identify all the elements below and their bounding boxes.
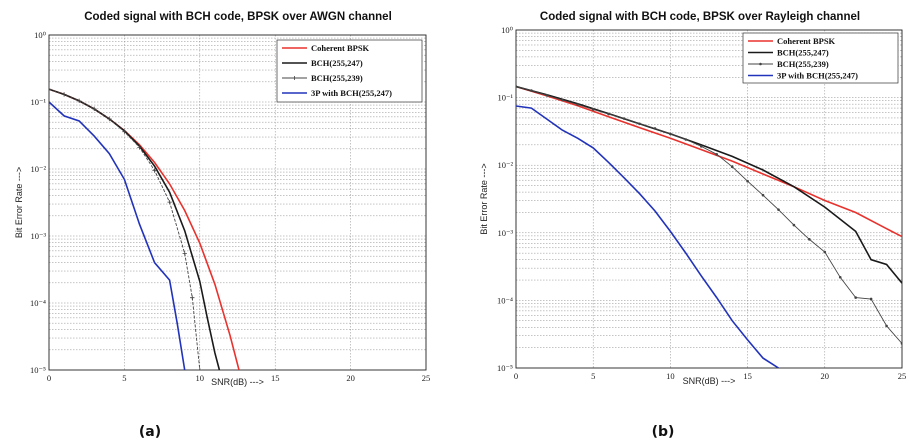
series-marker <box>545 94 549 97</box>
series-marker <box>900 342 902 345</box>
series-group <box>49 87 240 370</box>
series-marker <box>607 112 610 116</box>
series-marker <box>777 208 780 211</box>
y-tick-label: 10⁻⁵ <box>30 365 46 375</box>
series-marker <box>761 193 765 197</box>
series-marker <box>152 168 157 173</box>
figure-caption: (b) <box>652 424 675 440</box>
series-marker <box>854 296 857 299</box>
series-marker <box>197 367 202 370</box>
y-tick-label: 10⁰ <box>501 25 514 35</box>
x-tick-label: 20 <box>346 373 355 383</box>
series-marker <box>699 145 703 148</box>
series-group <box>516 85 902 368</box>
legend-entry: 3P with BCH(255,247) <box>777 71 858 81</box>
series-marker <box>76 98 82 104</box>
series-marker <box>92 106 97 112</box>
series-line <box>49 88 201 370</box>
y-tick-label: 10⁻³ <box>497 228 513 238</box>
series-marker <box>684 138 688 141</box>
x-tick-label: 20 <box>821 371 830 381</box>
legend-entry: Coherent BPSK <box>311 43 370 53</box>
x-tick-label: 25 <box>422 373 431 383</box>
series-line <box>49 101 186 370</box>
series-marker <box>622 117 626 120</box>
series-marker <box>516 85 518 88</box>
y-tick-label: 10⁻⁵ <box>497 363 513 373</box>
series-marker <box>49 87 52 92</box>
series-line <box>49 88 221 370</box>
x-tick-label: 10 <box>666 371 675 381</box>
series-marker <box>653 127 657 130</box>
x-tick-label: 5 <box>122 373 126 383</box>
y-tick-label: 10⁻⁴ <box>30 298 46 308</box>
legend-entry: Coherent BPSK <box>777 36 836 46</box>
x-tick-label: 0 <box>47 373 51 383</box>
series-marker <box>561 98 564 102</box>
legend: Coherent BPSK BCH(255,247) BCH(255,239) 3P … <box>276 39 423 103</box>
series-line <box>516 105 779 368</box>
y-tick-label: 10⁻³ <box>30 231 46 241</box>
legend-entry: BCH(255,247) <box>777 48 829 58</box>
y-tick-label: 10⁻² <box>30 164 46 174</box>
series-marker <box>122 129 127 134</box>
chart-panel-1: Coded signal with BCH code, BPSK over Ra… <box>479 11 906 440</box>
legend: Coherent BPSK BCH(255,247)BCH(255,239) 3P … <box>742 32 899 84</box>
legend-box <box>276 39 423 103</box>
series-marker <box>869 297 873 301</box>
y-tick-label: 10⁰ <box>34 30 47 40</box>
figure-caption: (a) <box>139 424 161 440</box>
y-tick-label: 10⁻² <box>497 160 513 170</box>
series-marker <box>107 116 112 122</box>
x-tick-label: 10 <box>196 373 205 383</box>
y-tick-label: 10⁻¹ <box>497 93 513 103</box>
series-marker <box>823 250 827 254</box>
x-tick-label: 15 <box>271 373 280 383</box>
x-axis-label: SNR(dB) ---> <box>211 377 264 387</box>
legend-entry: BCH(255,239) <box>311 73 363 83</box>
y-tick-label: 10⁻⁴ <box>497 295 513 305</box>
series-marker <box>885 324 888 328</box>
grid <box>49 35 426 370</box>
series-marker <box>576 103 580 106</box>
series-marker <box>530 89 533 92</box>
y-axis-label: Bit Error Rate ---> <box>14 167 24 238</box>
x-tick-label: 15 <box>743 371 752 381</box>
legend-entry: BCH(255,247) <box>311 58 363 68</box>
chart-panel-0: Coded signal with BCH code, BPSK over AW… <box>14 11 430 440</box>
series-marker <box>182 251 187 256</box>
series-marker <box>808 238 811 241</box>
x-tick-label: 25 <box>898 371 907 381</box>
series-line <box>516 86 902 344</box>
grid <box>516 30 902 368</box>
x-axis-label: SNR(dB) ---> <box>683 376 736 386</box>
x-tick-label: 5 <box>591 371 595 381</box>
series-marker <box>669 132 672 136</box>
chart-title: Coded signal with BCH code, BPSK over AW… <box>84 11 392 23</box>
series-marker <box>638 122 641 126</box>
axes-frame <box>48 34 427 371</box>
series-marker <box>591 108 595 111</box>
legend-marker <box>292 76 297 80</box>
x-tick-label: 0 <box>514 371 518 381</box>
legend-entry: 3P with BCH(255,247) <box>311 88 392 98</box>
series-marker <box>190 295 195 300</box>
series-line <box>516 85 902 284</box>
series-marker <box>137 145 142 150</box>
series-marker <box>730 165 734 169</box>
plot-area <box>516 30 902 368</box>
y-axis-label: Bit Error Rate ---> <box>479 163 489 234</box>
series-marker <box>715 152 719 156</box>
series-marker <box>792 223 796 227</box>
legend-marker <box>759 62 762 66</box>
axes-frame <box>515 29 903 369</box>
legend-entry: BCH(255,239) <box>777 59 829 69</box>
y-tick-label: 10⁻¹ <box>30 97 46 107</box>
series-marker <box>746 179 749 183</box>
chart-title: Coded signal with BCH code, BPSK over Ra… <box>540 11 860 23</box>
series-marker <box>838 275 842 279</box>
series-marker <box>167 199 172 205</box>
series-marker <box>61 92 67 97</box>
